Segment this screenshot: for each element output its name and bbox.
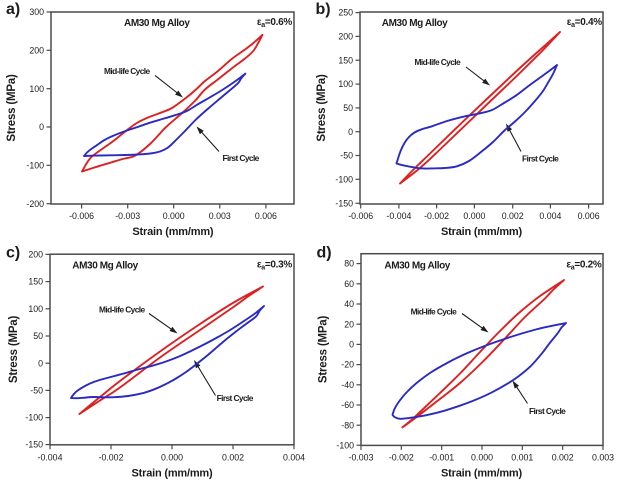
svg-text:0.006: 0.006	[578, 211, 600, 221]
svg-text:-20: -20	[341, 360, 354, 370]
svg-text:-0.003: -0.003	[115, 211, 140, 221]
svg-text:150: 150	[338, 55, 353, 65]
svg-text:First Cycle: First Cycle	[223, 153, 260, 163]
svg-text:50: 50	[343, 103, 353, 113]
svg-text:-50: -50	[30, 386, 43, 396]
svg-text:εa=0.4%: εa=0.4%	[567, 17, 603, 29]
svg-text:Stress (MPa): Stress (MPa)	[8, 315, 20, 383]
svg-text:-100: -100	[335, 174, 353, 184]
svg-text:Strain (mm/mm): Strain (mm/mm)	[441, 226, 522, 238]
svg-text:80: 80	[344, 259, 354, 269]
svg-text:Strain (mm/mm): Strain (mm/mm)	[132, 468, 213, 480]
svg-text:-80: -80	[341, 420, 354, 430]
svg-text:200: 200	[338, 32, 353, 42]
svg-text:0.000: 0.000	[163, 211, 185, 221]
svg-text:a): a)	[6, 1, 20, 18]
svg-text:0.002: 0.002	[502, 211, 524, 221]
svg-text:60: 60	[344, 279, 354, 289]
svg-text:150: 150	[28, 277, 43, 287]
svg-text:d): d)	[317, 245, 332, 262]
svg-text:-0.001: -0.001	[429, 453, 454, 463]
svg-text:b): b)	[316, 1, 331, 18]
svg-text:0.006: 0.006	[255, 211, 277, 221]
svg-text:Stress (MPa): Stress (MPa)	[316, 74, 328, 142]
svg-text:0: 0	[39, 122, 44, 132]
svg-text:Mid-life Cycle: Mid-life Cycle	[99, 305, 146, 315]
svg-text:-200: -200	[26, 199, 44, 209]
svg-text:-100: -100	[25, 413, 43, 423]
svg-text:Strain (mm/mm): Strain (mm/mm)	[132, 226, 213, 238]
svg-text:-50: -50	[340, 151, 353, 161]
svg-text:0.003: 0.003	[592, 453, 614, 463]
svg-text:250: 250	[338, 8, 353, 18]
svg-text:Mid-life Cycle: Mid-life Cycle	[411, 307, 458, 317]
svg-text:-40: -40	[341, 380, 354, 390]
svg-text:First Cycle: First Cycle	[522, 154, 559, 164]
svg-text:0.000: 0.000	[161, 453, 183, 463]
svg-text:300: 300	[29, 7, 44, 17]
svg-text:-0.002: -0.002	[424, 211, 449, 221]
svg-text:AM30 Mg Alloy: AM30 Mg Alloy	[72, 260, 138, 271]
svg-text:0: 0	[38, 358, 43, 368]
svg-text:200: 200	[29, 45, 44, 55]
svg-text:0.001: 0.001	[511, 453, 533, 463]
svg-text:εa=0.3%: εa=0.3%	[257, 260, 293, 272]
svg-text:200: 200	[28, 250, 43, 260]
svg-text:0.000: 0.000	[463, 211, 485, 221]
svg-text:0.004: 0.004	[539, 211, 561, 221]
svg-text:-150: -150	[25, 440, 43, 450]
svg-text:εa=0.2%: εa=0.2%	[566, 260, 602, 272]
svg-text:εa=0.6%: εa=0.6%	[257, 17, 293, 29]
svg-text:100: 100	[338, 79, 353, 89]
svg-text:Mid-life Cycle: Mid-life Cycle	[104, 66, 151, 76]
svg-text:AM30 Mg Alloy: AM30 Mg Alloy	[382, 18, 448, 29]
svg-text:-0.004: -0.004	[38, 453, 63, 463]
svg-text:20: 20	[344, 319, 354, 329]
svg-text:First Cycle: First Cycle	[217, 393, 254, 403]
svg-text:0: 0	[348, 127, 353, 137]
svg-text:-0.002: -0.002	[389, 453, 414, 463]
svg-text:0: 0	[349, 340, 354, 350]
svg-text:40: 40	[344, 299, 354, 309]
svg-text:-100: -100	[336, 440, 354, 450]
svg-text:AM30 Mg Alloy: AM30 Mg Alloy	[384, 260, 450, 271]
svg-text:-0.006: -0.006	[69, 211, 94, 221]
svg-text:Strain (mm/mm): Strain (mm/mm)	[441, 468, 522, 480]
svg-text:50: 50	[33, 331, 43, 341]
svg-text:Stress (MPa): Stress (MPa)	[6, 74, 18, 142]
svg-text:Mid-life Cycle: Mid-life Cycle	[415, 57, 462, 67]
svg-text:0.000: 0.000	[471, 453, 493, 463]
svg-text:Stress (MPa): Stress (MPa)	[318, 315, 330, 383]
svg-text:0.003: 0.003	[209, 211, 231, 221]
svg-text:-0.006: -0.006	[348, 211, 373, 221]
svg-text:-100: -100	[26, 160, 44, 170]
svg-text:100: 100	[28, 304, 43, 314]
svg-text:First Cycle: First Cycle	[529, 406, 566, 416]
svg-text:0.002: 0.002	[222, 453, 244, 463]
svg-text:-60: -60	[341, 400, 354, 410]
svg-text:100: 100	[29, 84, 44, 94]
svg-text:0.002: 0.002	[552, 453, 574, 463]
svg-text:-0.002: -0.002	[99, 453, 124, 463]
svg-text:c): c)	[6, 245, 20, 262]
svg-text:AM30 Mg Alloy: AM30 Mg Alloy	[124, 18, 190, 29]
svg-text:-0.003: -0.003	[349, 453, 374, 463]
svg-text:-150: -150	[335, 198, 353, 208]
svg-text:0.004: 0.004	[283, 453, 305, 463]
svg-text:-0.004: -0.004	[386, 211, 411, 221]
